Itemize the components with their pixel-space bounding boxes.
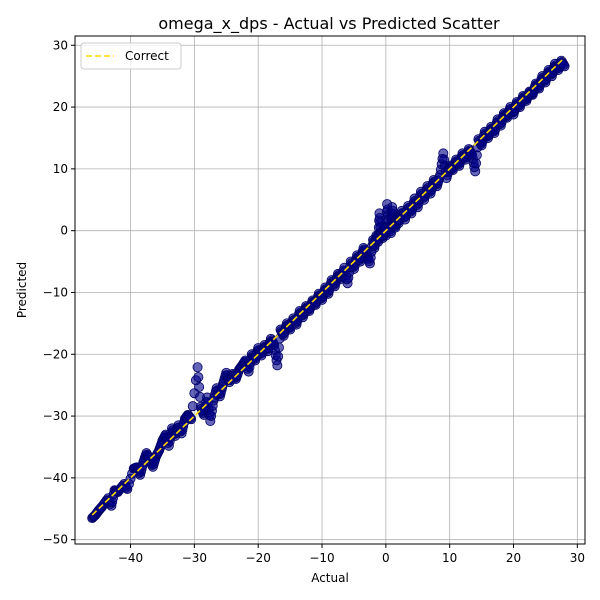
reference-line-layer: [91, 57, 566, 516]
x-tick-label: −30: [182, 551, 207, 565]
x-tick-label: −20: [246, 551, 271, 565]
data-point-dense: [185, 413, 196, 424]
legend-box: [80, 42, 182, 70]
data-point-dense: [273, 342, 284, 353]
data-point-dense: [194, 382, 205, 393]
x-tick-label: 20: [506, 551, 521, 565]
legend: Correct: [80, 42, 182, 70]
y-axis-label: Predicted: [15, 262, 29, 318]
data-points: [87, 55, 570, 524]
chart-title: omega_x_dps - Actual vs Predicted Scatte…: [158, 14, 500, 34]
y-tick-label: 20: [53, 100, 68, 114]
axis-ticks: −40 −30 −20 −10 0 10 20 30 −50 −40 −30 −20 −10 0 10 20 3…: [43, 38, 585, 565]
x-tick-label: 0: [382, 551, 390, 565]
y-tick-label: −50: [43, 533, 68, 547]
data-point-dense: [273, 351, 284, 362]
y-tick-label: −20: [43, 347, 68, 361]
y-tick-label: −30: [43, 409, 68, 423]
x-tick-label: −40: [118, 551, 143, 565]
y-tick-label: −10: [43, 285, 68, 299]
y-tick-label: 30: [53, 38, 68, 52]
data-point-dense: [193, 372, 204, 383]
y-tick-label: 10: [53, 162, 68, 176]
reference-line-correct: [91, 57, 566, 516]
plot-frame: [74, 35, 586, 545]
y-tick-label: −40: [43, 471, 68, 485]
data-point-dense: [558, 59, 569, 70]
y-tick-label: 0: [60, 224, 68, 238]
x-tick-label: −10: [309, 551, 334, 565]
data-point-dense: [187, 401, 198, 412]
x-tick-label: 30: [570, 551, 585, 565]
x-tick-label: 10: [442, 551, 457, 565]
data-point: [192, 362, 203, 373]
x-axis-label: Actual: [311, 571, 349, 585]
legend-label-correct: Correct: [125, 49, 169, 63]
